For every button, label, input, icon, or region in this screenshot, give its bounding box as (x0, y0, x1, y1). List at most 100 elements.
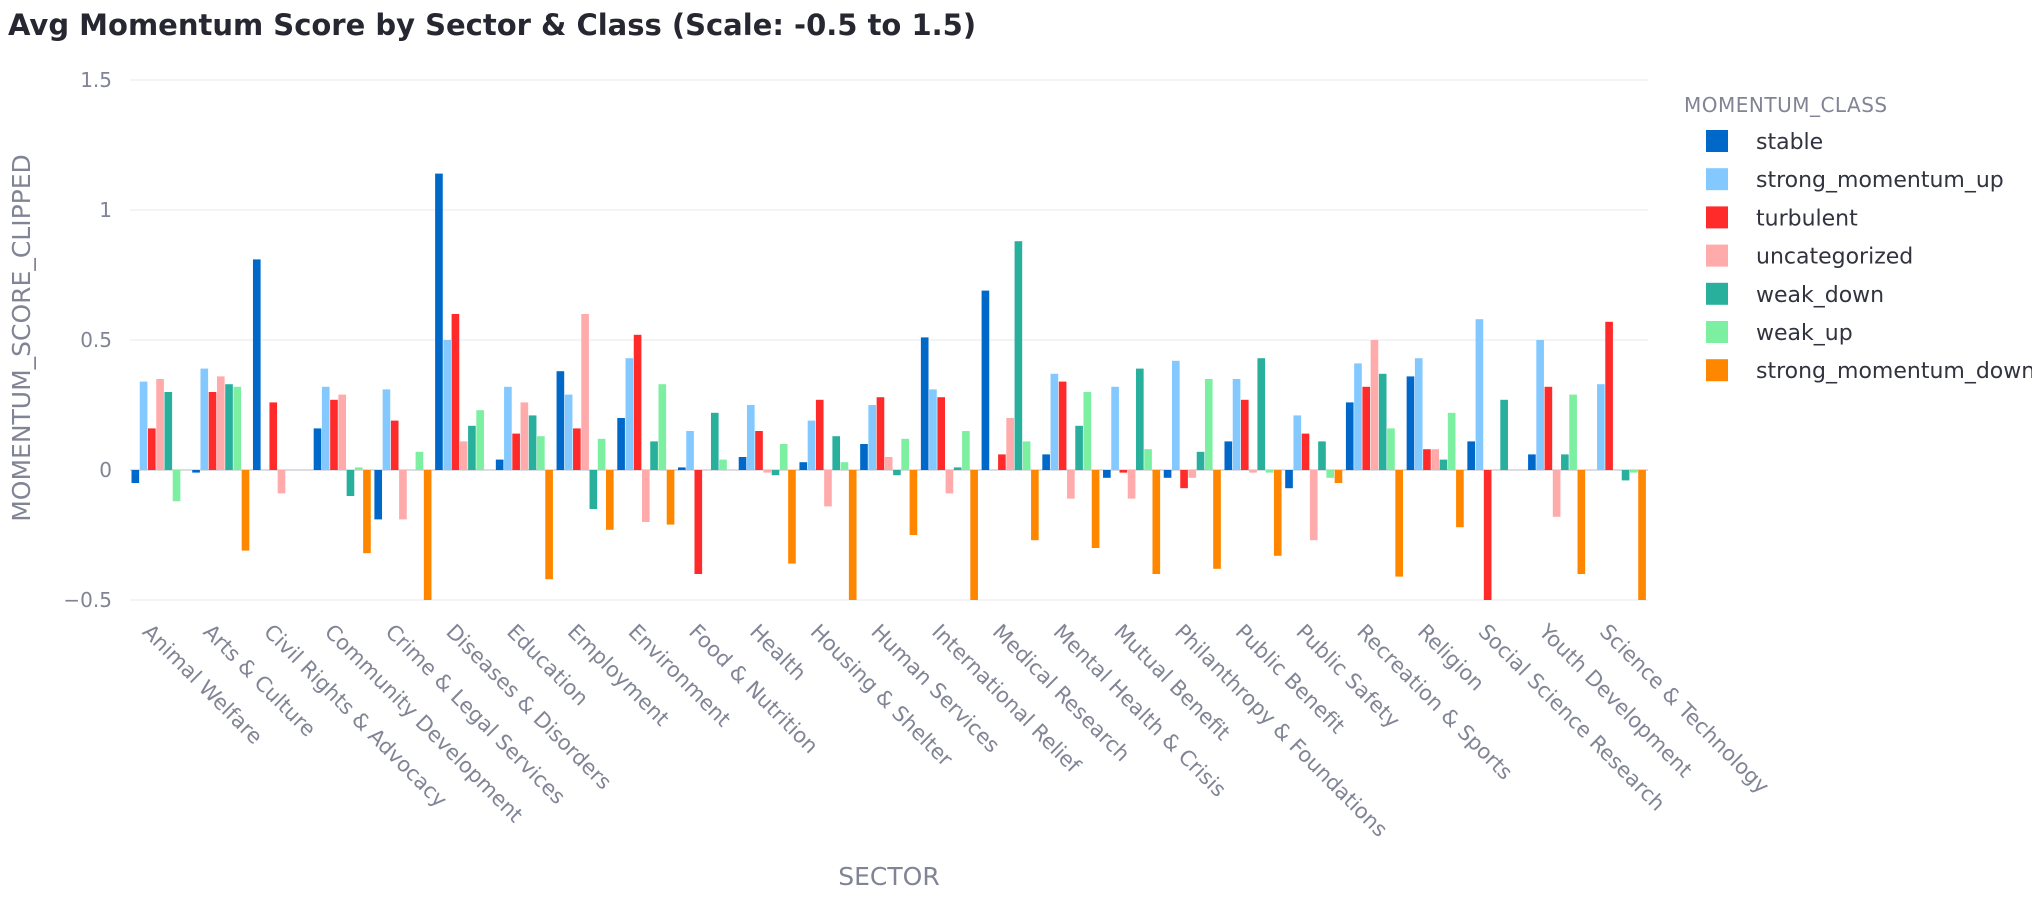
bar-uncategorized (1370, 340, 1379, 470)
bar-weak_down (1561, 454, 1569, 470)
bar-weak_down (164, 392, 173, 470)
legend: MOMENTUM_CLASS stable strong_momentum_upt… (1684, 93, 2032, 384)
bar-weak_up (658, 384, 667, 470)
bar-stable (1528, 454, 1536, 470)
bar-stable (738, 457, 747, 470)
bar-weak_down (1136, 368, 1144, 470)
bar-weak_down (1014, 241, 1023, 470)
bar-stable (860, 444, 868, 470)
bar-strong_momentum_up (1597, 384, 1605, 470)
bar-stable (920, 337, 929, 470)
bar-uncategorized (1552, 470, 1561, 517)
bar-strong_momentum_down (423, 470, 432, 600)
bar-strong_momentum_up (1293, 415, 1302, 470)
bar-uncategorized (1006, 418, 1014, 470)
bar-strong_momentum_up (929, 389, 937, 470)
legend-label-turbulent: turbulent (1756, 206, 1858, 231)
legend-swatch-strong_momentum_up (1706, 168, 1728, 191)
bar-uncategorized (156, 379, 164, 470)
bar-stable (617, 418, 625, 470)
chart-title: Avg Momentum Score by Sector & Class (Sc… (8, 8, 977, 42)
bar-strong_momentum_up (746, 405, 755, 470)
bar-uncategorized (763, 470, 772, 473)
bar-weak_down (528, 415, 537, 470)
legend-label-weak_down: weak_down (1756, 283, 1884, 308)
bar-weak_up (1204, 379, 1213, 470)
bar-uncategorized (1067, 470, 1075, 499)
bar-turbulent (573, 428, 581, 470)
bar-weak_up (901, 438, 909, 470)
bar-strong_momentum_up (686, 431, 694, 470)
bar-strong_momentum_up (139, 381, 148, 470)
bar-weak_up (476, 410, 484, 470)
legend-label-weak_up: weak_up (1756, 321, 1853, 346)
bar-uncategorized (277, 470, 286, 494)
y-tick-label: 1.5 (80, 68, 112, 92)
y-axis-title: MOMENTUM_SCORE_CLIPPED (7, 154, 36, 522)
bar-turbulent (208, 392, 217, 470)
bar-uncategorized (1188, 470, 1197, 478)
bar-uncategorized (459, 441, 468, 470)
bar-stable (1345, 402, 1354, 470)
legend-label-stable: stable (1756, 130, 1823, 155)
bar-weak_up (1569, 394, 1577, 470)
bar-strong_momentum_down (1273, 470, 1282, 556)
bar-strong_momentum_down (545, 470, 553, 580)
bar-strong_momentum_down (788, 470, 796, 564)
bar-uncategorized (642, 470, 650, 522)
bar-uncategorized (581, 314, 589, 470)
bar-stable (192, 470, 200, 473)
bar-weak_down (1621, 470, 1630, 481)
bar-strong_momentum_down (848, 470, 857, 600)
bar-strong_momentum_down (970, 470, 978, 600)
legend-swatch-stable (1706, 130, 1728, 152)
bar-turbulent (1605, 321, 1613, 470)
bar-strong_momentum_up (807, 420, 816, 470)
bar-uncategorized (824, 470, 832, 507)
y-tick-label: 0 (99, 458, 112, 482)
bar-stable (1103, 470, 1111, 478)
bar-turbulent (148, 428, 156, 470)
bar-uncategorized (945, 470, 954, 494)
bar-weak_up (1387, 428, 1395, 470)
bar-turbulent (1362, 386, 1371, 470)
bar-uncategorized (399, 470, 407, 520)
bar-weak_down (1075, 425, 1083, 470)
bar-strong_momentum_up (504, 386, 512, 470)
bar-stable (678, 467, 686, 470)
bar-stable (799, 462, 808, 470)
bar-stable (1224, 441, 1233, 470)
bar-uncategorized (1127, 470, 1136, 499)
y-tick-label: 0.5 (80, 328, 112, 352)
bar-stable (252, 259, 261, 470)
bar-weak_down (1378, 373, 1387, 470)
bar-weak_down (953, 467, 962, 470)
bar-strong_momentum_down (363, 470, 371, 554)
bar-weak_down (650, 441, 658, 470)
bar-weak_up (840, 462, 849, 470)
bar-strong_momentum_down (1091, 470, 1100, 548)
bar-weak_up (1083, 392, 1092, 470)
bar-turbulent (937, 397, 945, 470)
bar-turbulent (1423, 449, 1431, 470)
legend-swatch-uncategorized (1706, 244, 1728, 267)
bar-stable (1467, 441, 1475, 470)
bar-weak_down (710, 412, 719, 470)
bar-weak_up (1326, 470, 1335, 478)
bar-turbulent (755, 431, 763, 470)
bar-strong_momentum_down (1334, 470, 1343, 483)
bar-turbulent (512, 433, 520, 470)
bar-strong_momentum_down (909, 470, 918, 535)
bar-stable (313, 428, 322, 470)
bar-turbulent (633, 334, 642, 470)
bar-uncategorized (338, 394, 347, 470)
bar-strong_momentum_up (443, 340, 451, 470)
bar-stable (435, 173, 443, 470)
legend-swatch-strong_momentum_down (1706, 359, 1728, 382)
legend-swatch-weak_down (1706, 282, 1728, 305)
bars (131, 173, 1646, 600)
bar-weak_down (1257, 358, 1266, 470)
bar-strong_momentum_up (200, 368, 209, 470)
bar-strong_momentum_up (1172, 360, 1180, 470)
